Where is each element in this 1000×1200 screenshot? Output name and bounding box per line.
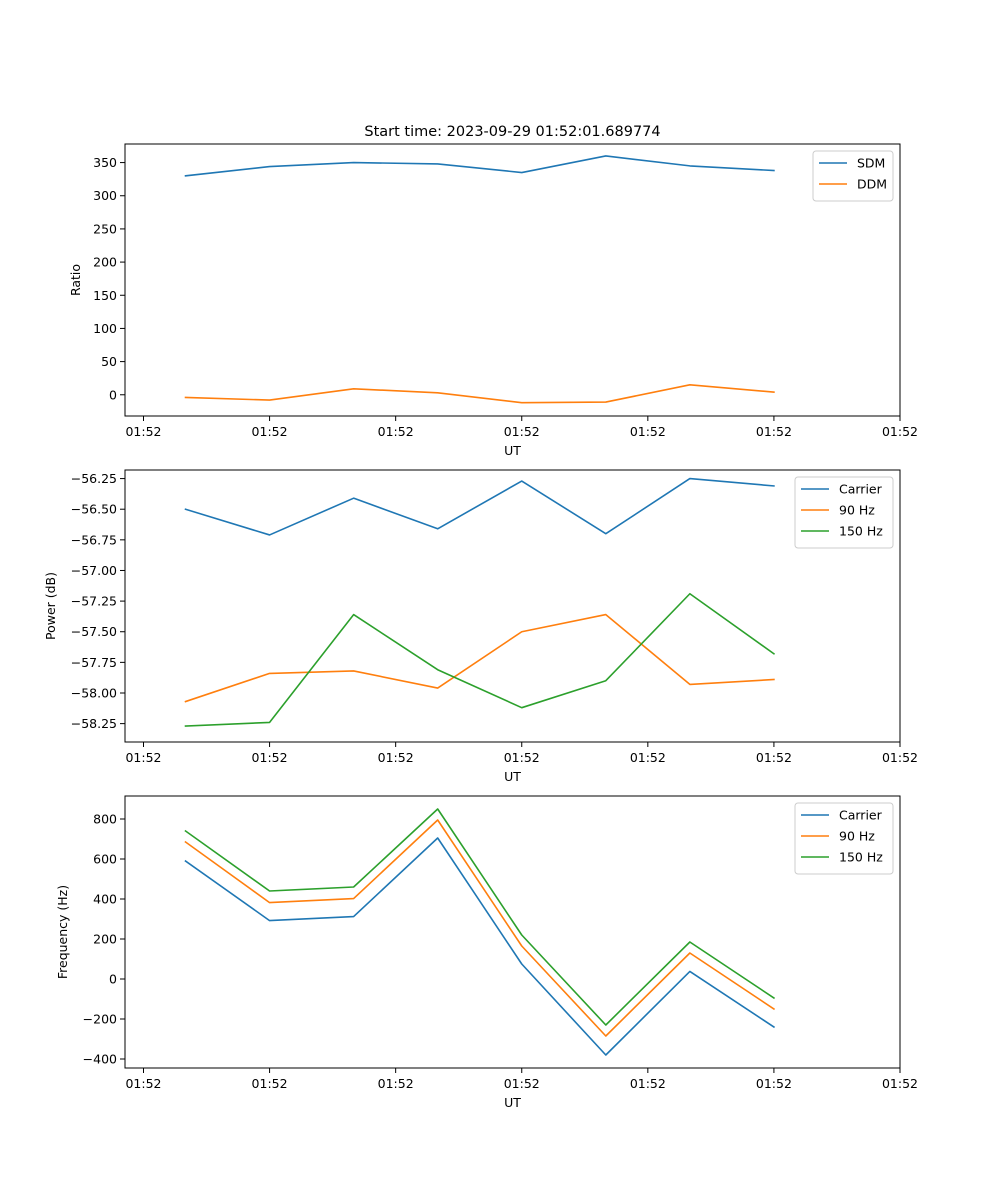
y-tick-label: 600	[93, 852, 117, 867]
x-tick-label: 01:52	[378, 750, 414, 765]
legend: Carrier 90 Hz 150 Hz	[794, 802, 894, 875]
x-tick-label: 01:52	[125, 1076, 161, 1091]
x-tick-label: 01:52	[252, 424, 288, 439]
x-axis-label: UT	[504, 1095, 521, 1110]
x-axis-label: UT	[504, 769, 521, 784]
series-line-90-hz	[184, 613, 775, 703]
y-axis-label: Ratio	[68, 264, 83, 296]
y-tick-label: 250	[93, 221, 117, 236]
legend-label: DDM	[857, 177, 887, 192]
series-line-carrier	[184, 837, 776, 1056]
legend-label: 90 Hz	[839, 503, 875, 518]
y-tick-label: 0	[109, 387, 117, 402]
x-tick-label: 01:52	[378, 1076, 414, 1091]
y-tick-label: −57.50	[71, 624, 117, 639]
series-line-150-hz	[184, 592, 776, 727]
y-tick-label: 50	[101, 354, 117, 369]
legend: Carrier 90 Hz 150 Hz	[794, 476, 894, 549]
legend-label: 150 Hz	[839, 524, 883, 539]
y-tick-label: −57.75	[71, 655, 117, 670]
x-tick-label: 01:52	[756, 1076, 792, 1091]
y-tick-label: −58.00	[71, 685, 117, 700]
series-line-carrier	[184, 477, 775, 536]
x-tick-label: 01:52	[378, 424, 414, 439]
y-tick-label: −400	[83, 1052, 117, 1067]
x-tick-label: 01:52	[504, 750, 540, 765]
axes-frame	[124, 143, 901, 417]
x-tick-label: 01:52	[630, 750, 666, 765]
legend-label: Carrier	[839, 808, 883, 823]
legend-label: 90 Hz	[839, 829, 875, 844]
y-tick-label: −56.25	[71, 471, 117, 486]
y-tick-label: −58.25	[71, 716, 117, 731]
series-line-90-hz	[184, 819, 776, 1037]
series-line-150-hz	[184, 808, 776, 1026]
x-axis-label: UT	[504, 443, 521, 458]
y-tick-label: −200	[83, 1012, 117, 1027]
axes-frame	[124, 795, 901, 1069]
x-tick-label: 01:52	[756, 750, 792, 765]
axes-frame	[124, 469, 901, 743]
y-tick-label: 0	[109, 972, 117, 987]
x-tick-label: 01:52	[125, 424, 161, 439]
y-tick-label: −56.50	[71, 502, 117, 517]
y-tick-label: 100	[93, 321, 117, 336]
x-tick-label: 01:52	[504, 1076, 540, 1091]
legend-label: SDM	[857, 156, 885, 171]
legend: SDM DDM	[812, 150, 894, 202]
chart-panel-1: 01:52 01:52 01:52 01:52 01:52 01:52 01:52 0 50 10…	[68, 143, 918, 458]
x-tick-label: 01:52	[252, 750, 288, 765]
y-tick-label: 300	[93, 188, 117, 203]
chart-panel-2: 01:52 01:52 01:52 01:52 01:52 01:52 01:52 −58.2…	[43, 469, 918, 784]
x-tick-label: 01:52	[630, 424, 666, 439]
y-tick-label: 150	[93, 288, 117, 303]
series-line-ddm	[184, 384, 775, 404]
y-tick-label: 800	[93, 812, 117, 827]
y-tick-label: −57.00	[71, 563, 117, 578]
y-axis-label: Power (dB)	[43, 572, 58, 640]
x-tick-label: 01:52	[882, 750, 918, 765]
x-tick-label: 01:52	[252, 1076, 288, 1091]
y-axis-label: Frequency (Hz)	[55, 885, 70, 979]
x-tick-label: 01:52	[125, 750, 161, 765]
legend-label: 150 Hz	[839, 850, 883, 865]
y-tick-label: 350	[93, 155, 117, 170]
series-line-sdm	[184, 155, 775, 177]
y-tick-label: 200	[93, 255, 117, 270]
figure-title: Start time: 2023-09-29 01:52:01.689774	[364, 124, 660, 140]
y-tick-label: 400	[93, 892, 117, 907]
x-tick-label: 01:52	[882, 424, 918, 439]
chart-panel-3: 01:52 01:52 01:52 01:52 01:52 01:52 01:52 −400 −…	[55, 795, 918, 1110]
x-tick-label: 01:52	[756, 424, 792, 439]
legend-label: Carrier	[839, 482, 883, 497]
x-tick-label: 01:52	[882, 1076, 918, 1091]
x-tick-label: 01:52	[504, 424, 540, 439]
y-tick-label: −57.25	[71, 594, 117, 609]
y-tick-label: −56.75	[71, 532, 117, 547]
x-tick-label: 01:52	[630, 1076, 666, 1091]
y-tick-label: 200	[93, 932, 117, 947]
